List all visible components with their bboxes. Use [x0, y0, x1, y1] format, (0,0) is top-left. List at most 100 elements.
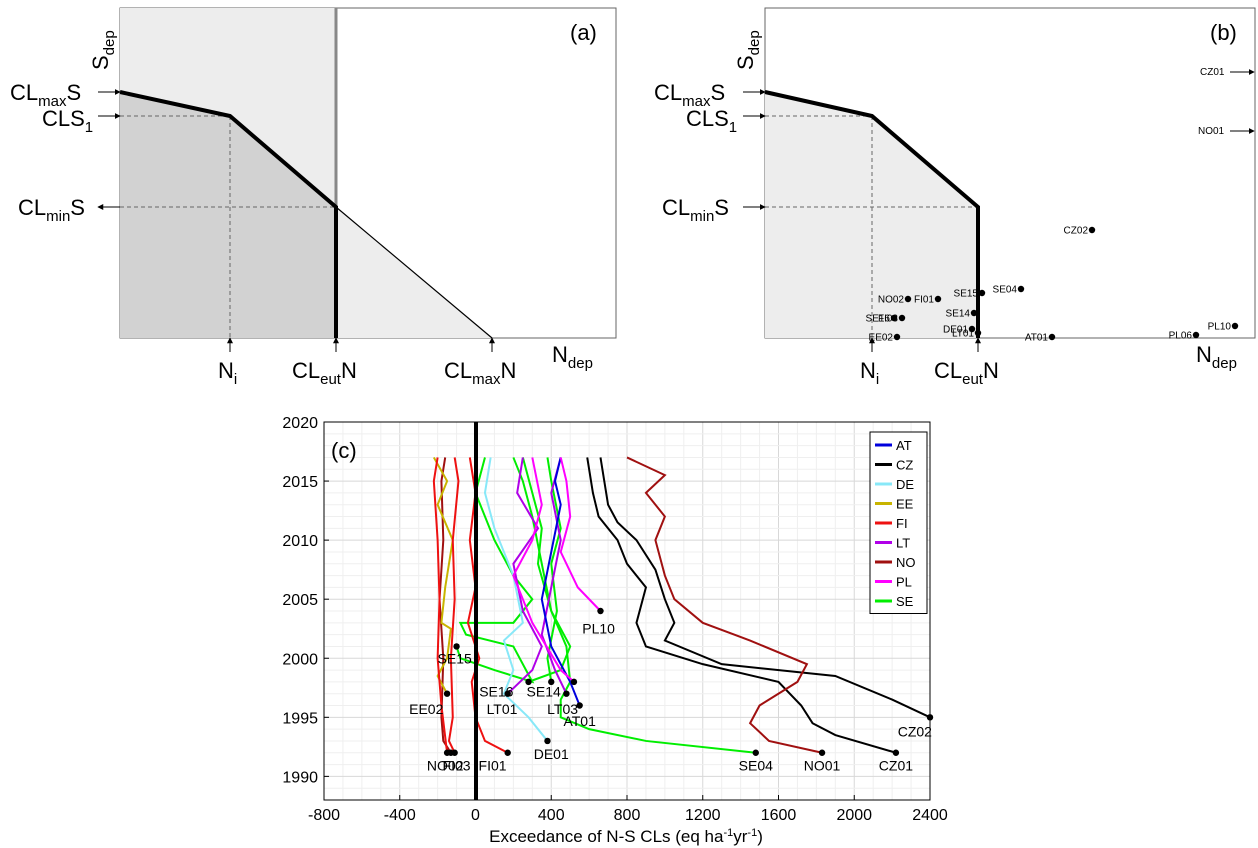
series-label-de01: DE01	[534, 746, 569, 762]
series-line-cz02	[599, 457, 931, 719]
y-tick-label: 1995	[282, 710, 318, 727]
series-end-ee02	[443, 690, 451, 697]
site-label-at01: AT01	[1025, 333, 1049, 344]
site-label-se04: SE04	[993, 285, 1018, 296]
panel-a-label-cls1: CLS1	[42, 106, 93, 136]
panel-a-label-clmax-s: CLmaxS	[10, 80, 81, 110]
panel-b-label-cls1: CLS1	[686, 106, 737, 136]
series-end-de01	[544, 737, 551, 745]
series-label-fi01: FI01	[479, 758, 507, 774]
site-label-cz02: CZ02	[1064, 226, 1089, 237]
series-line-lt03	[540, 457, 568, 695]
series-end-fi02	[443, 749, 451, 756]
series-label-se04: SE04	[739, 758, 773, 774]
series-end-at01	[576, 702, 583, 709]
site-dot-at01	[1048, 333, 1056, 341]
panel-b-label-clmin-s: CLminS	[662, 195, 729, 225]
panel-a-label-ni: Ni	[218, 358, 237, 388]
site-label-ee02: EE02	[869, 333, 894, 344]
series-end-se14	[548, 678, 555, 686]
site-dot-se16	[890, 314, 898, 322]
series-line-fi03	[447, 457, 460, 754]
panel-b-offscale-cz01: CZ01	[1200, 67, 1225, 78]
site-dot-cz02	[1088, 226, 1096, 234]
site-dot-fi03	[898, 314, 906, 322]
site-label-pl06: PL06	[1169, 331, 1193, 342]
legend-label-se: SE	[896, 594, 914, 609]
site-dot-ee02	[893, 333, 901, 341]
y-tick-label: 2005	[282, 592, 318, 609]
y-tick-label: 2020	[282, 415, 318, 432]
site-dot-pl06	[1192, 331, 1200, 339]
series-line-fi01	[466, 457, 509, 754]
x-tick-label: 800	[614, 807, 641, 824]
series-line-se15	[455, 457, 535, 684]
panel-c-tag: (c)	[331, 438, 357, 463]
series-line-ee02	[432, 456, 454, 695]
site-label-fi01: FI01	[914, 295, 934, 306]
site-dot-pl10	[1231, 322, 1239, 330]
legend-label-pl: PL	[896, 575, 912, 590]
legend-label-ee: EE	[896, 497, 914, 512]
y-tick-label: 2015	[282, 474, 318, 491]
x-tick-label: -400	[384, 807, 416, 824]
site-label-se15: SE15	[954, 289, 979, 300]
legend-label-no: NO	[896, 555, 916, 570]
series-end-pl10	[597, 607, 604, 615]
series-label-fi03: FI03	[443, 758, 471, 774]
series-label-cz01: CZ01	[879, 758, 913, 774]
x-tick-label: 0	[471, 807, 480, 824]
panel-a: (a) Sdep CLmaxS CLS1 CLminS Ni CLeutN CL…	[10, 7, 617, 388]
series-line-fi02	[432, 457, 449, 753]
series-line-se04	[512, 457, 756, 754]
series-label-se15: SE15	[438, 650, 472, 666]
site-label-no02: NO02	[878, 295, 905, 306]
series-end-no01	[818, 749, 826, 756]
panel-a-label-clmin-s: CLminS	[18, 195, 85, 225]
series-line-pl06	[512, 457, 575, 683]
site-dot-no02	[904, 295, 912, 303]
y-tick-label: 2010	[282, 533, 318, 550]
x-tick-label: 2000	[836, 807, 872, 824]
legend-label-lt: LT	[896, 536, 910, 551]
legend-label-fi: FI	[896, 516, 908, 531]
series-line-pl10	[559, 457, 602, 612]
series-label-lt01: LT01	[487, 701, 518, 717]
series-line-no02	[438, 457, 452, 754]
site-label-pl10: PL10	[1208, 322, 1232, 333]
site-dot-se14	[970, 309, 978, 317]
series-label-se14: SE14	[527, 683, 561, 699]
site-label-lt01: LT01	[952, 329, 974, 340]
series-end-lt03	[563, 690, 570, 697]
panel-a-dark-region	[120, 92, 336, 338]
x-tick-label: 400	[538, 807, 565, 824]
series-label-at01: AT01	[563, 713, 596, 729]
site-label-se16: SE16	[866, 314, 891, 325]
panel-a-ylabel: Sdep	[88, 30, 118, 70]
x-tick-label: 2400	[912, 807, 948, 824]
series-end-cz01	[892, 749, 900, 756]
series-label-cz02: CZ02	[898, 723, 932, 739]
legend-label-cz: CZ	[896, 458, 913, 473]
panel-b-label-clmax-s: CLmaxS	[654, 80, 725, 110]
legend-label-de: DE	[896, 477, 914, 492]
x-tick-label: -800	[308, 807, 340, 824]
panel-c-series	[432, 456, 934, 756]
site-label-se14: SE14	[946, 309, 971, 320]
series-line-se14	[546, 457, 562, 683]
panel-b-boundary	[764, 90, 980, 338]
panel-b-xlabel: Ndep	[1196, 342, 1237, 372]
series-label-no01: NO01	[804, 758, 841, 774]
panel-c-xlabel: Exceedance of N-S CLs (eq ha-1yr-1)	[489, 827, 763, 846]
series-end-se04	[752, 749, 759, 756]
panel-c-grid	[323, 421, 931, 801]
site-dot-de01	[968, 325, 976, 333]
series-end-se15	[453, 643, 460, 650]
y-tick-label: 1990	[282, 769, 318, 786]
panel-b: (b) Sdep CLmaxS CLS1 CLminS Ni CLeutN Nd…	[654, 7, 1256, 388]
series-end-pl06	[570, 678, 578, 686]
series-label-ee02: EE02	[409, 701, 443, 717]
x-tick-label: 1600	[761, 807, 797, 824]
